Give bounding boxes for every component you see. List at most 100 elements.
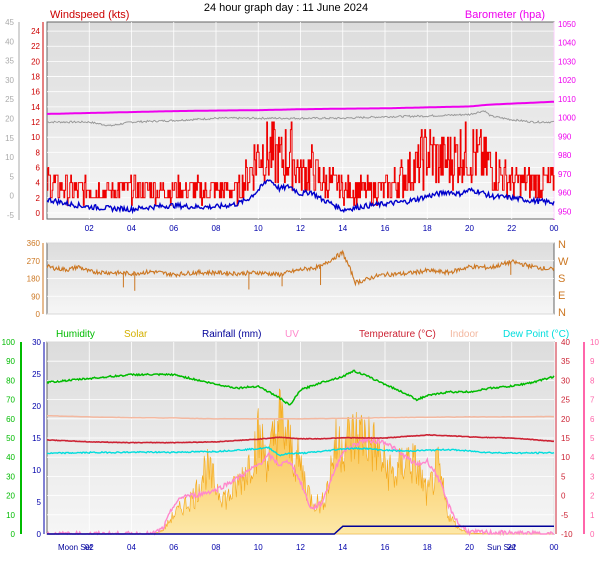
rain-tick-label: 20 <box>32 402 41 411</box>
temperature-x-tick-label: 10 <box>254 543 263 552</box>
uv-tick-label: 4 <box>590 453 595 462</box>
legend-item: Temperature (°C) <box>359 329 436 340</box>
uv-tick-label: 2 <box>590 492 595 501</box>
wind-series <box>46 100 555 215</box>
outer-tick-label: 15 <box>5 134 14 143</box>
outer-tick-label: -5 <box>7 211 15 220</box>
wind-x-tick-label: 12 <box>296 224 305 233</box>
rain-tick-label: 30 <box>32 338 41 347</box>
compass-label: W <box>558 256 569 268</box>
temperature-x-tick-label: 14 <box>338 543 347 552</box>
temperature-x-tick-label: 18 <box>423 543 432 552</box>
uv-tick-label: 3 <box>590 472 595 481</box>
temperature-tick-label: 15 <box>561 434 570 443</box>
direction-series <box>46 249 555 291</box>
wind-direction-line <box>46 249 555 287</box>
temperature-line <box>46 433 555 444</box>
wind-tick-label: 24 <box>31 27 40 36</box>
legend-item: Humidity <box>56 329 95 340</box>
direction-tick-label: 180 <box>27 275 41 284</box>
uv-tick-label: 10 <box>590 338 599 347</box>
humidity-tick-label: 70 <box>6 396 15 405</box>
temperature-x-tick-label: 02 <box>85 543 94 552</box>
humidity-tick-label: 10 <box>6 511 15 520</box>
temperature-tick-label: 20 <box>561 415 570 424</box>
grey-series-line <box>46 110 555 127</box>
wind-tick-label: 14 <box>31 103 40 112</box>
outer-tick-label: 5 <box>10 172 15 181</box>
humidity-line <box>46 369 555 406</box>
wind-x-tick-label: 18 <box>423 224 432 233</box>
baro-tick-label: 960 <box>558 189 572 198</box>
windspeed-label: Windspeed (kts) <box>50 9 129 21</box>
legend-item: Dew Point (°C) <box>503 329 569 340</box>
temperature-x-tick-label: 08 <box>212 543 221 552</box>
wind-x-tick-label: 20 <box>465 224 474 233</box>
temperature-x-tick-label: 00 <box>550 543 559 552</box>
temperature-axis-ticks: -10-505101520253035400102030405060708090… <box>2 338 600 552</box>
direction-tick-label: 90 <box>31 292 40 301</box>
legend-item: Solar <box>124 329 148 340</box>
outer-tick-label: 20 <box>5 115 14 124</box>
direction-tick-label: 270 <box>27 257 41 266</box>
compass-label: N <box>558 239 566 251</box>
rain-tick-label: 10 <box>32 466 41 475</box>
outer-tick-label: 35 <box>5 57 14 66</box>
wind-tick-label: 4 <box>36 179 41 188</box>
humidity-tick-label: 80 <box>6 376 15 385</box>
compass-label: N <box>558 307 566 319</box>
temperature-tick-label: -5 <box>561 511 569 520</box>
compass-label: S <box>558 273 565 285</box>
uv-tick-label: 0 <box>590 530 595 539</box>
temperature-tick-label: 25 <box>561 396 570 405</box>
temperature-x-tick-label: 04 <box>127 543 136 552</box>
humidity-tick-label: 40 <box>6 453 15 462</box>
baro-tick-label: 970 <box>558 170 572 179</box>
sun-set-label: Sun Set <box>487 543 516 552</box>
humidity-tick-label: 60 <box>6 415 15 424</box>
dew-point-line <box>46 446 555 457</box>
wind-x-tick-label: 02 <box>85 224 94 233</box>
wind-tick-label: 20 <box>31 57 40 66</box>
wind-x-tick-label: 08 <box>212 224 221 233</box>
humidity-tick-label: 50 <box>6 434 15 443</box>
humidity-tick-label: 30 <box>6 472 15 481</box>
temperature-x-tick-label: 20 <box>465 543 474 552</box>
rain-tick-label: 25 <box>32 370 41 379</box>
moon-set-label: Moon Set <box>58 543 93 552</box>
wind-tick-label: 12 <box>31 118 40 127</box>
baro-tick-label: 1050 <box>558 20 576 29</box>
wind-tick-label: 22 <box>31 42 40 51</box>
wind-x-tick-label: 16 <box>381 224 390 233</box>
chart-title: 24 hour graph day : 11 June 2024 <box>204 2 368 14</box>
legend-item: Indoor <box>450 329 479 340</box>
humidity-tick-label: 20 <box>6 492 15 501</box>
humidity-tick-label: 90 <box>6 357 15 366</box>
temperature-tick-label: 10 <box>561 453 570 462</box>
temperature-x-tick-label: 22 <box>507 543 516 552</box>
wind-tick-label: 16 <box>31 88 40 97</box>
wind-x-tick-label: 22 <box>507 224 516 233</box>
outer-tick-label: 30 <box>5 76 14 85</box>
rainfall-line <box>47 525 554 535</box>
wind-tick-label: 0 <box>36 209 41 218</box>
baro-tick-label: 1000 <box>558 114 576 123</box>
temperature-x-tick-label: 12 <box>296 543 305 552</box>
direction-tick-label: 0 <box>36 310 41 319</box>
wind-tick-label: 8 <box>36 148 41 157</box>
rain-tick-label: 15 <box>32 434 41 443</box>
wind-x-tick-label: 04 <box>127 224 136 233</box>
baro-tick-label: 1040 <box>558 39 576 48</box>
baro-tick-label: 1010 <box>558 95 576 104</box>
outer-tick-label: 45 <box>5 18 14 27</box>
direction-tick-label: 360 <box>27 239 41 248</box>
temperature-tick-label: 5 <box>561 472 566 481</box>
uv-tick-label: 9 <box>590 357 595 366</box>
outer-tick-label: 25 <box>5 95 14 104</box>
uv-tick-label: 5 <box>590 434 595 443</box>
uv-tick-label: 8 <box>590 376 595 385</box>
wind-tick-label: 6 <box>36 163 41 172</box>
